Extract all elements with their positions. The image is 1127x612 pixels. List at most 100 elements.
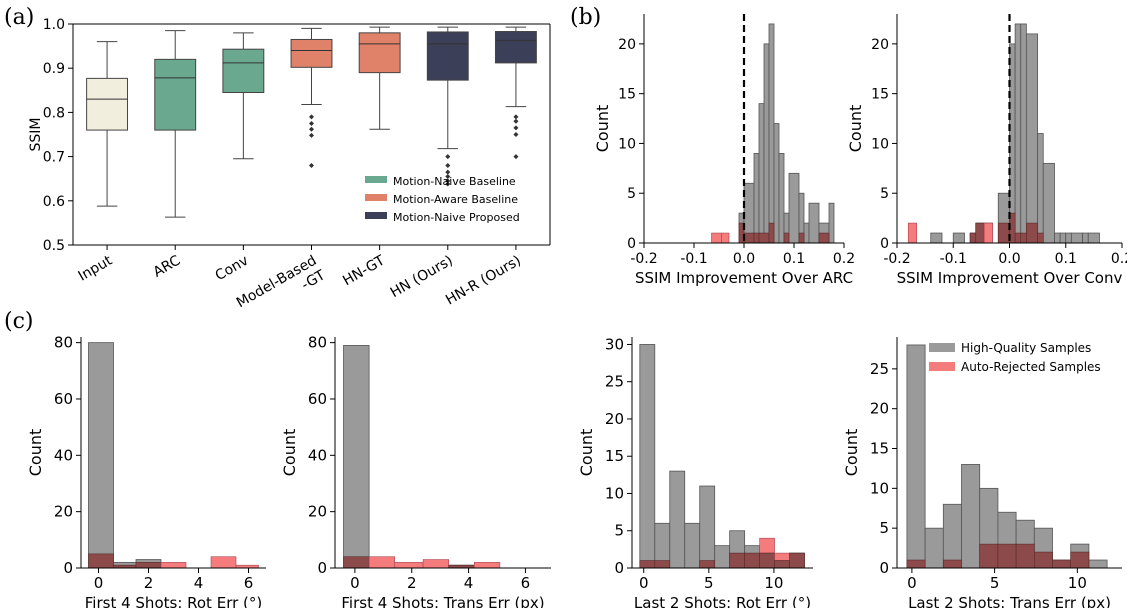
box-0 [86,41,129,207]
c1-y-tick-label: 80 [54,334,73,352]
c3-y-tick-label: 15 [605,447,624,465]
b1-bar-auto-rejected [721,232,730,244]
a-y-tick-label: 0.5 [43,238,65,254]
c3-y-tick-label: 25 [605,373,624,391]
c2-bar-auto-rejected [394,562,424,569]
c4-y-axis-label: Count [842,429,861,477]
a-legend-swatch [365,212,387,219]
box-outlier [513,114,519,120]
box-4 [358,26,401,130]
b2-x-tick-label: 0.0 [998,251,1020,267]
c4-bar-high-quality [961,464,981,569]
b2-x-tick-label: 0.1 [1055,251,1077,267]
box-body [154,58,197,131]
c3-bar-overlap [759,552,775,569]
b2-bar-overlap [969,232,977,244]
c1-y-axis-label: Count [26,429,45,477]
b2-bar-high-quality [1020,23,1027,244]
c3-y-axis-label: Count [577,429,596,477]
c1-y-tick-label: 60 [54,390,73,408]
c4-legend-label: High-Quality Samples [961,341,1091,355]
c3-y-tick-label: 30 [605,335,624,353]
b1-bar-high-quality [808,202,820,244]
c2-x-axis-label: First 4 Shots: Trans Err (px) [341,594,544,608]
c3-y-tick-label: 10 [605,484,624,502]
box-body [494,31,537,64]
b1-bar-overlap [768,222,775,244]
c4-legend-swatch [929,362,955,371]
c1-y-tick-label: 40 [54,446,73,464]
box-6 [494,26,537,160]
box-outlier [513,118,519,124]
box-outlier [445,162,451,168]
c2-y-tick-label: 0 [317,559,327,577]
b2-bar-high-quality [1059,232,1067,244]
box-5 [426,26,469,187]
c4-bar-overlap [1015,543,1035,569]
c4-legend-label: Auto-Rejected Samples [961,360,1101,374]
b2-bar-high-quality [1014,23,1022,244]
b1-bar-overlap [758,232,770,244]
c4-y-tick-label: 10 [870,479,889,497]
b1-y-tick-label: 0 [627,236,636,252]
c4-y-tick-label: 15 [870,440,889,458]
b1-bar-overlap [798,232,805,244]
c2-x-tick-label: 2 [407,574,417,592]
b1-bar-high-quality [768,23,775,244]
c4-x-tick-label: 10 [1068,574,1087,592]
b1-y-tick-label: 15 [618,87,636,103]
b1-bar-high-quality [763,43,770,244]
b1-bar-high-quality [773,123,780,244]
b2-bar-overlap [1014,232,1022,244]
b1-x-tick-label: 0.2 [833,251,855,267]
c2-y-axis-label: Count [280,429,299,477]
box-outlier [445,181,451,187]
box-outlier [309,120,314,126]
b2-bar-overlap [1026,222,1038,244]
c3-bar-high-quality [699,485,716,569]
b2-bar-auto-rejected [907,222,917,244]
box-outlier [309,162,314,168]
b1-y-tick-label: 10 [618,136,636,152]
a-legend-swatch [365,194,387,201]
box-outlier [445,169,451,175]
b1-bar-high-quality [758,103,765,244]
c4-bar-high-quality [1088,559,1108,569]
c2-bar-overlap [343,556,370,569]
b2-y-tick-label: 5 [880,186,889,202]
b1-bar-high-quality [753,152,760,244]
c2-series-auto-rejected [343,556,501,569]
box-2 [222,32,265,160]
b1-y-tick-label: 20 [618,37,636,53]
c3-bar-overlap [744,552,760,569]
b1-bar-high-quality [803,222,810,244]
panel-label-b: (b) [570,5,601,30]
c3-x-tick-label: 5 [704,574,714,592]
box-body [290,38,333,68]
c3-series-high-quality [639,344,805,569]
box-body [86,77,129,131]
a-x-tick-label: Conv [213,253,252,285]
b1-bar-overlap [753,232,760,244]
c4-y-tick-label: 25 [870,360,889,378]
c4-y-tick-label: 5 [879,519,889,537]
a-x-tick-label: Input [76,252,116,284]
c2-series-high-quality [343,345,475,569]
b1-bar-high-quality [788,172,800,244]
b1-bar-overlap [818,232,830,244]
c3-bar-high-quality [684,522,701,569]
a-y-tick-label: 1.0 [43,17,65,33]
c3-bar-overlap [639,560,656,569]
c4-bar-high-quality [942,503,962,569]
c3-bar-auto-rejected [759,537,775,554]
b1-x-tick-label: 0.1 [783,251,805,267]
b2-bar-overlap [997,222,1010,244]
c3-bar-overlap [654,560,671,569]
c2-y-tick-label: 20 [308,503,327,521]
c1-x-tick-label: 2 [144,574,154,592]
c3-bar-high-quality [669,470,686,569]
box-outlier [445,154,451,160]
b2-y-tick-label: 20 [871,37,889,53]
b2-bar-high-quality [1082,232,1089,244]
a-y-axis-label: SSIM [28,118,44,152]
